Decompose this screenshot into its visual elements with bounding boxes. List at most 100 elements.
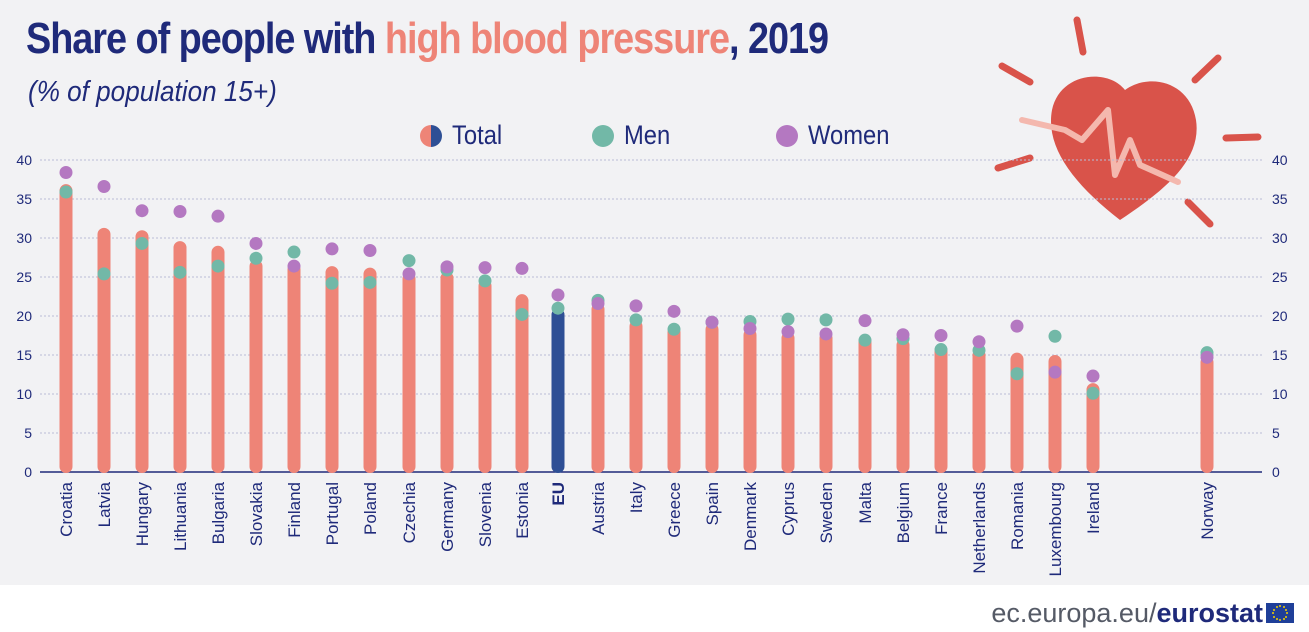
dot-men (629, 313, 643, 327)
bar-total (591, 302, 605, 473)
legend-item-total: Total (420, 120, 509, 151)
x-tick-label: Italy (627, 482, 646, 514)
bar-total (211, 245, 225, 473)
dot-men (59, 185, 73, 199)
dot-women (1048, 365, 1062, 379)
dot-women (478, 261, 492, 275)
dot-women (287, 259, 301, 273)
flag-star (1282, 618, 1285, 621)
bar-total (1200, 355, 1214, 473)
flag-star (1272, 615, 1275, 618)
bar-total (363, 267, 377, 473)
flag-star (1275, 605, 1278, 608)
bar-total (325, 266, 339, 473)
bar-total (858, 336, 872, 473)
flag-star (1285, 615, 1288, 618)
x-tick-label: EU (549, 482, 568, 506)
legend-item-men: Men (592, 120, 677, 151)
y-tick-label-right: 40 (1272, 152, 1288, 168)
dot-markers (59, 165, 1214, 400)
legend-women-label: Women (808, 120, 890, 150)
flag-star (1286, 612, 1288, 614)
dot-men (97, 267, 111, 281)
bar-total (551, 308, 565, 473)
dot-men (1048, 329, 1062, 343)
title-suffix: , 2019 (728, 14, 829, 63)
dot-women (402, 267, 416, 281)
dot-women (1010, 319, 1024, 333)
dot-women (972, 335, 986, 349)
y-tick-label-right: 5 (1272, 425, 1280, 441)
x-tick-label: Croatia (57, 481, 76, 536)
x-tick-label: France (932, 482, 951, 535)
flag-star (1285, 608, 1288, 611)
dot-women (249, 236, 263, 250)
x-tick-label: Luxembourg (1046, 482, 1065, 577)
dot-women (858, 314, 872, 328)
dot-women (819, 327, 833, 341)
y-tick-label-left: 20 (16, 308, 32, 324)
dot-women (629, 299, 643, 313)
y-tick-label-right: 0 (1272, 464, 1280, 480)
y-tick-label-left: 40 (16, 152, 32, 168)
legend-men-label: Men (624, 120, 671, 150)
dot-men (478, 274, 492, 288)
x-tick-label: Malta (856, 481, 875, 523)
x-tick-label: Cyprus (779, 482, 798, 536)
x-tick-label: Latvia (95, 481, 114, 527)
dot-women (781, 325, 795, 339)
dot-women (591, 297, 605, 311)
bar-total (972, 348, 986, 473)
bar-total (1010, 352, 1024, 473)
x-tick-label: Poland (361, 482, 380, 535)
x-tick-label: Hungary (133, 482, 152, 547)
heart-rays (994, 16, 1262, 228)
bar-total (667, 326, 681, 473)
bar-total (478, 279, 492, 473)
dot-women (440, 260, 454, 274)
x-tick-label: Norway (1198, 482, 1217, 540)
dot-men (781, 312, 795, 326)
x-tick-label: Estonia (513, 481, 532, 538)
axis-labels: 0 0 5 5 10 10 15 15 20 20 25 25 30 30 35 35 40 40 Croatia L… (16, 152, 1287, 577)
dot-women (211, 209, 225, 223)
flag-star (1279, 605, 1281, 607)
dot-men (287, 245, 301, 259)
dot-men (667, 322, 681, 336)
x-tick-label: Finland (285, 482, 304, 538)
x-tick-label: Greece (665, 482, 684, 538)
x-tick-label: Netherlands (970, 482, 989, 574)
bar-total (819, 331, 833, 473)
pulse-line (1019, 107, 1181, 185)
dot-women (743, 321, 757, 335)
x-tick-label: Belgium (894, 482, 913, 543)
y-tick-label-right: 20 (1272, 308, 1288, 324)
dot-men (1010, 367, 1024, 381)
x-tick-label: Denmark (741, 482, 760, 551)
legend-total-marker (420, 124, 442, 147)
chart-subtitle: (% of population 15+) (28, 76, 277, 108)
bar-total (934, 345, 948, 473)
total-bars (59, 184, 1214, 473)
flag-star (1275, 618, 1278, 621)
x-tick-label: Czechia (400, 481, 419, 543)
x-tick-label: Slovenia (476, 481, 495, 547)
y-tick-label-left: 10 (16, 386, 32, 402)
x-tick-label: Slovakia (247, 481, 266, 546)
bar-total (402, 272, 416, 473)
footer-source[interactable]: ec.europa.eu/eurostat (991, 598, 1263, 629)
title-highlight: high blood pressure (384, 14, 730, 63)
bar-total (743, 328, 757, 473)
dot-men (402, 254, 416, 268)
heart-pulse-icon (994, 16, 1262, 228)
dot-men (249, 251, 263, 265)
y-tick-label-right: 25 (1272, 269, 1288, 285)
dot-men (551, 301, 565, 315)
bar-total (135, 230, 149, 473)
eu-flag-icon (1266, 603, 1294, 623)
dot-men (173, 265, 187, 279)
dot-men (858, 333, 872, 347)
y-tick-label-right: 35 (1272, 191, 1288, 207)
dot-men (934, 343, 948, 357)
bar-total (515, 294, 529, 473)
